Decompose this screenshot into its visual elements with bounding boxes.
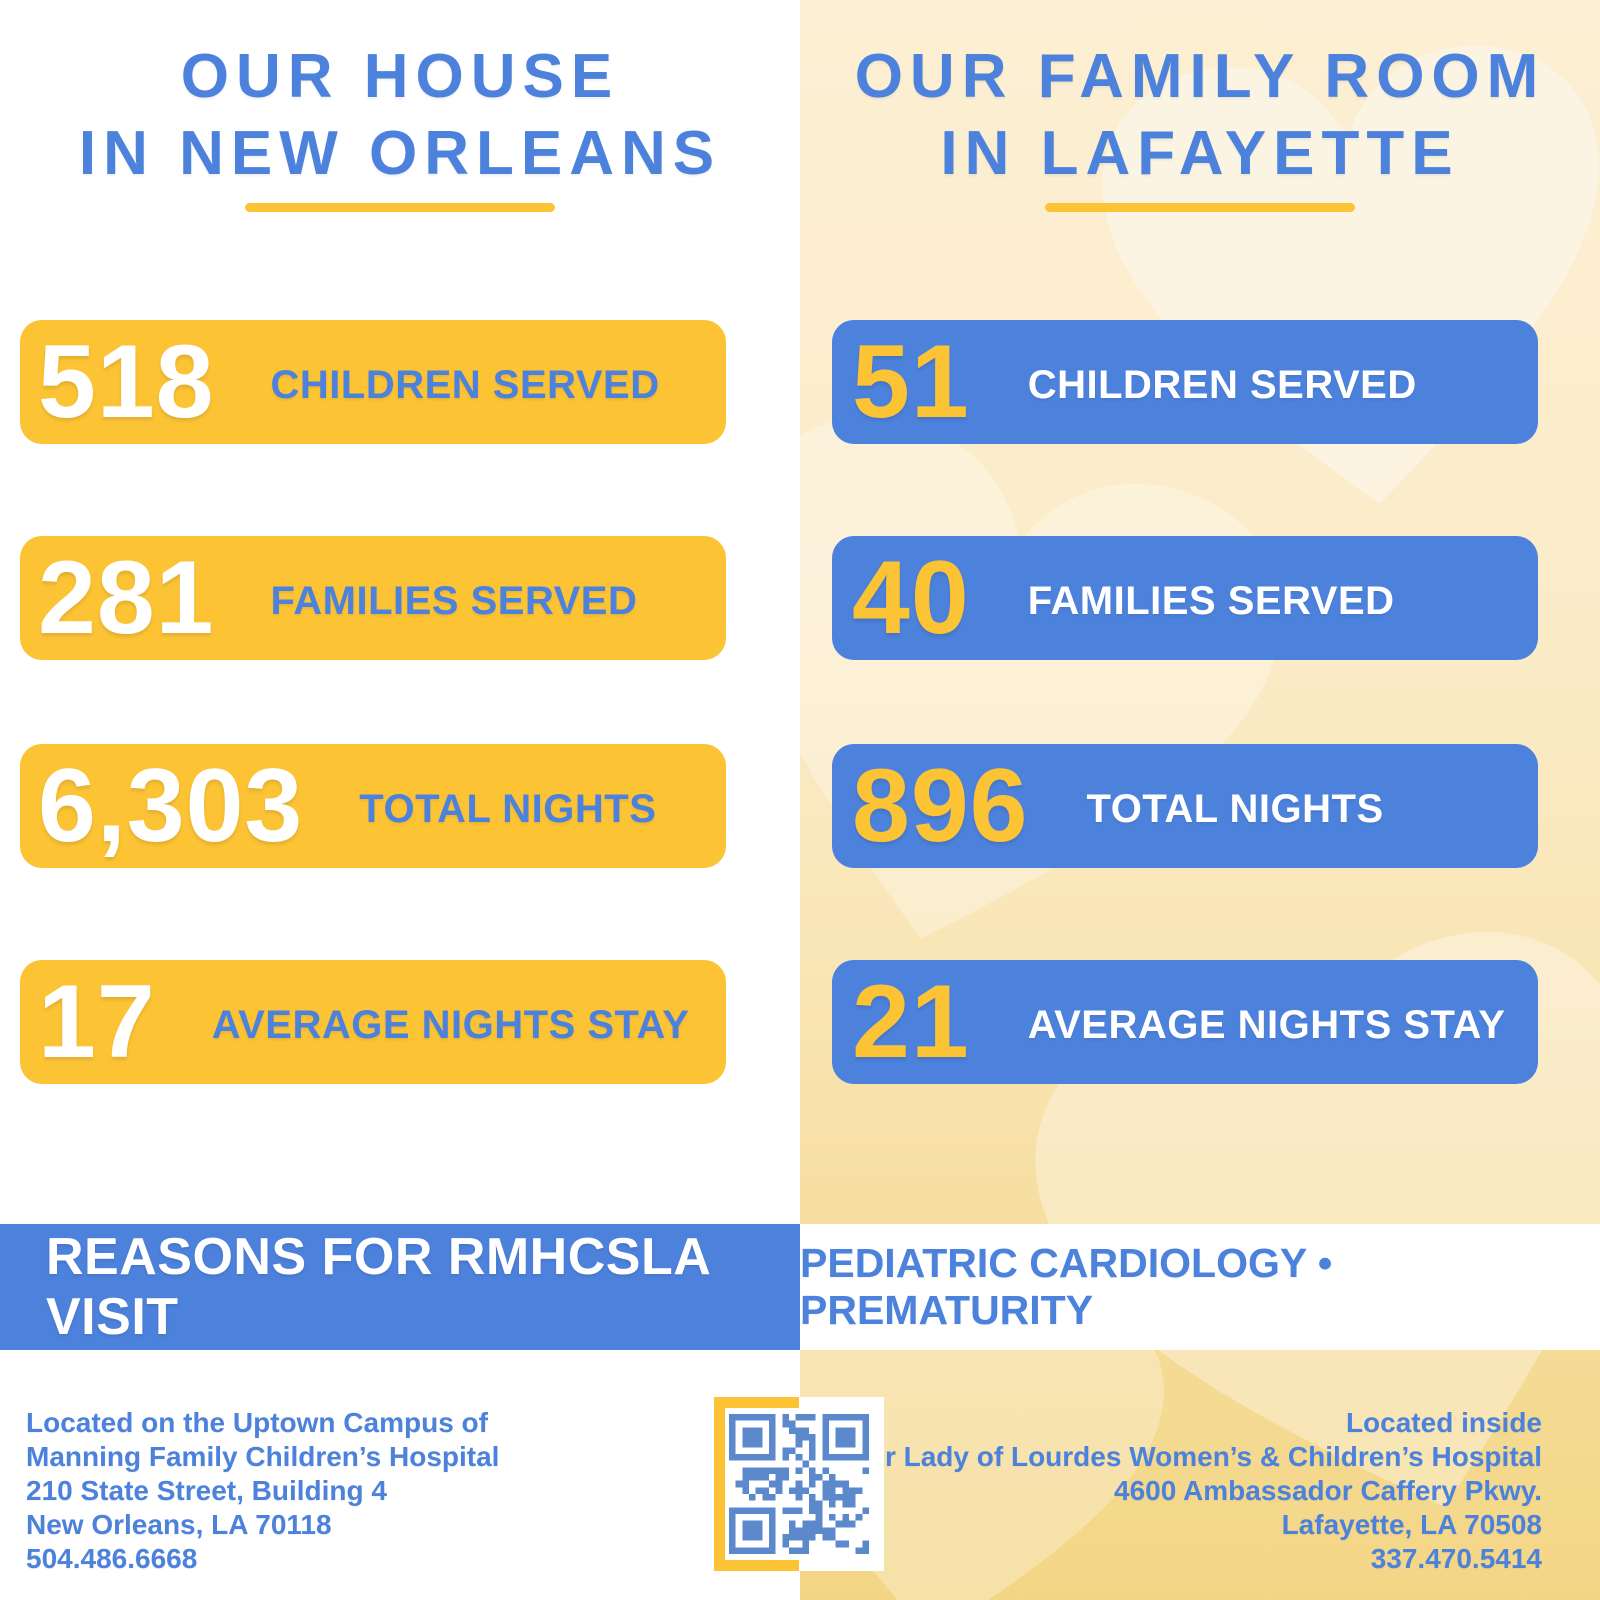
phone-number: 504.486.6668 [26,1543,198,1574]
lafayette-title-line2: IN LAFAYETTE [940,119,1460,188]
stat-label: FAMILIES SERVED [270,578,638,623]
specialties-banner: PEDIATRIC CARDIOLOGY • PREMATURITY [800,1224,1600,1350]
stat-card-total-nights: 6,303 TOTAL NIGHTS [20,744,726,868]
address-line: Lafayette, LA 70508 [1281,1509,1542,1540]
stat-label: TOTAL NIGHTS [359,786,657,831]
new-orleans-title-line2: IN NEW ORLEANS [78,119,722,188]
address-line: Located on the Uptown Campus of [26,1407,488,1438]
stat-label: TOTAL NIGHTS [1086,786,1384,831]
qr-code-inner [725,1408,873,1560]
address-line: Our Lady of Lourdes Women’s & Children’s… [846,1441,1542,1472]
new-orleans-address: Located on the Uptown Campus of Manning … [26,1406,499,1576]
title-underline [245,203,555,212]
address-line: 4600 Ambassador Caffery Pkwy. [1114,1475,1542,1506]
address-line: 210 State Street, Building 4 [26,1475,387,1506]
stat-card-children-served: 51 CHILDREN SERVED [832,320,1538,444]
new-orleans-title: OUR HOUSE IN NEW ORLEANS [0,38,800,192]
stat-card-children-served: 518 CHILDREN SERVED [20,320,726,444]
new-orleans-panel: OUR HOUSE IN NEW ORLEANS 518 CHILDREN SE… [0,38,800,1576]
stat-card-total-nights: 896 TOTAL NIGHTS [832,744,1538,868]
lafayette-title: OUR FAMILY ROOM IN LAFAYETTE [800,38,1600,192]
stat-card-families-served: 40 FAMILIES SERVED [832,536,1538,660]
lafayette-title-line1: OUR FAMILY ROOM [854,42,1546,111]
address-line: New Orleans, LA 70118 [26,1509,332,1540]
phone-number: 337.470.5414 [1370,1543,1542,1574]
qr-code-pattern [729,1414,869,1554]
stat-value: 21 [852,964,970,1080]
stat-value: 6,303 [38,748,304,864]
stat-card-families-served: 281 FAMILIES SERVED [20,536,726,660]
stat-value: 281 [38,540,215,656]
stat-card-average-nights: 21 AVERAGE NIGHTS STAY [832,960,1538,1084]
lafayette-address: Located inside Our Lady of Lourdes Women… [846,1406,1542,1576]
stat-label: AVERAGE NIGHTS STAY [1027,1002,1506,1047]
stat-label: FAMILIES SERVED [1027,578,1395,623]
stat-value: 40 [852,540,970,656]
reasons-banner: REASONS FOR RMHCSLA VISIT [0,1224,800,1350]
new-orleans-title-line1: OUR HOUSE [180,42,620,111]
stat-value: 51 [852,324,970,440]
stat-label: CHILDREN SERVED [270,362,660,407]
reasons-banner-text: REASONS FOR RMHCSLA VISIT [46,1228,710,1346]
specialties-banner-text: PEDIATRIC CARDIOLOGY • PREMATURITY [800,1240,1333,1333]
stat-value: 518 [38,324,215,440]
stat-card-average-nights: 17 AVERAGE NIGHTS STAY [20,960,726,1084]
stat-value: 896 [852,748,1029,864]
stat-label: AVERAGE NIGHTS STAY [211,1002,690,1047]
address-line: Located inside [1345,1407,1542,1438]
qr-code [714,1397,884,1571]
lafayette-panel: OUR FAMILY ROOM IN LAFAYETTE 51 CHILDREN… [800,0,1600,1600]
address-line: Manning Family Children’s Hospital [26,1441,500,1472]
title-underline [1045,203,1355,212]
stat-value: 17 [38,964,156,1080]
stat-label: CHILDREN SERVED [1027,362,1417,407]
